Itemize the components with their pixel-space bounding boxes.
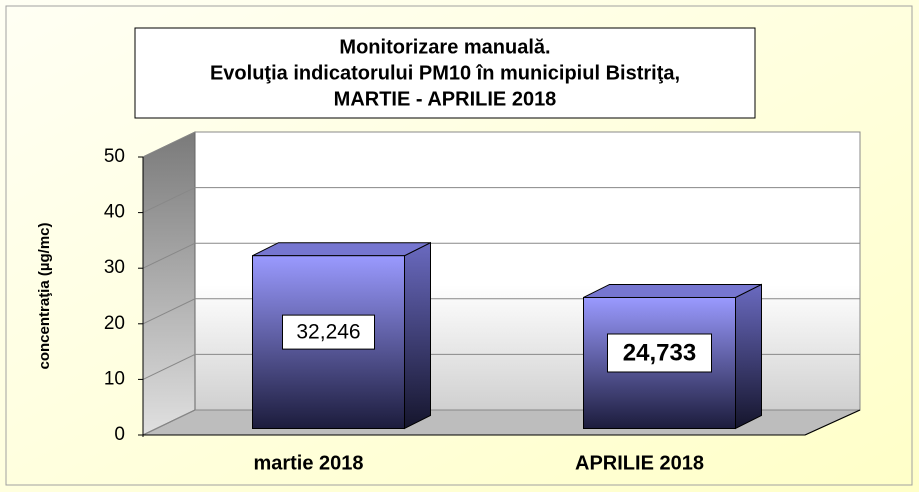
chart-title: Monitorizare manuală. [339, 36, 550, 58]
y-tick-label: 20 [104, 313, 125, 334]
value-label-box [282, 314, 375, 350]
bars: 32,246 24,733 [252, 241, 762, 430]
grid-line [142, 242, 860, 269]
title-box [134, 27, 756, 119]
y-axis-label: concentraţia (µg/mc) [36, 222, 53, 369]
chart-title: Evoluţia indicatorului PM10 în municipiu… [210, 62, 680, 84]
y-tick-label: 40 [104, 202, 125, 223]
bar-top [252, 242, 431, 257]
y-tick-label: 50 [104, 146, 125, 167]
y-tick-label: 30 [104, 257, 125, 278]
value-label: 32,246 [296, 321, 360, 344]
frame [5, 5, 913, 486]
x-axis-depth [804, 409, 861, 436]
value-label: 24,733 [623, 339, 696, 366]
grid-line [142, 187, 860, 214]
y-tick-label: 0 [114, 424, 125, 445]
chart-title: MARTIE - APRILIE 2018 [334, 88, 557, 110]
x-tick-label: martie 2018 [253, 452, 363, 474]
bar-side [735, 283, 762, 430]
value-label-box [607, 333, 712, 373]
y-tick-label: 10 [104, 368, 125, 389]
grid-line [142, 131, 860, 158]
side-wall [142, 131, 196, 436]
bar-top [583, 283, 762, 298]
x-tick-label: APRILIE 2018 [575, 452, 704, 474]
bar-side [404, 241, 431, 430]
